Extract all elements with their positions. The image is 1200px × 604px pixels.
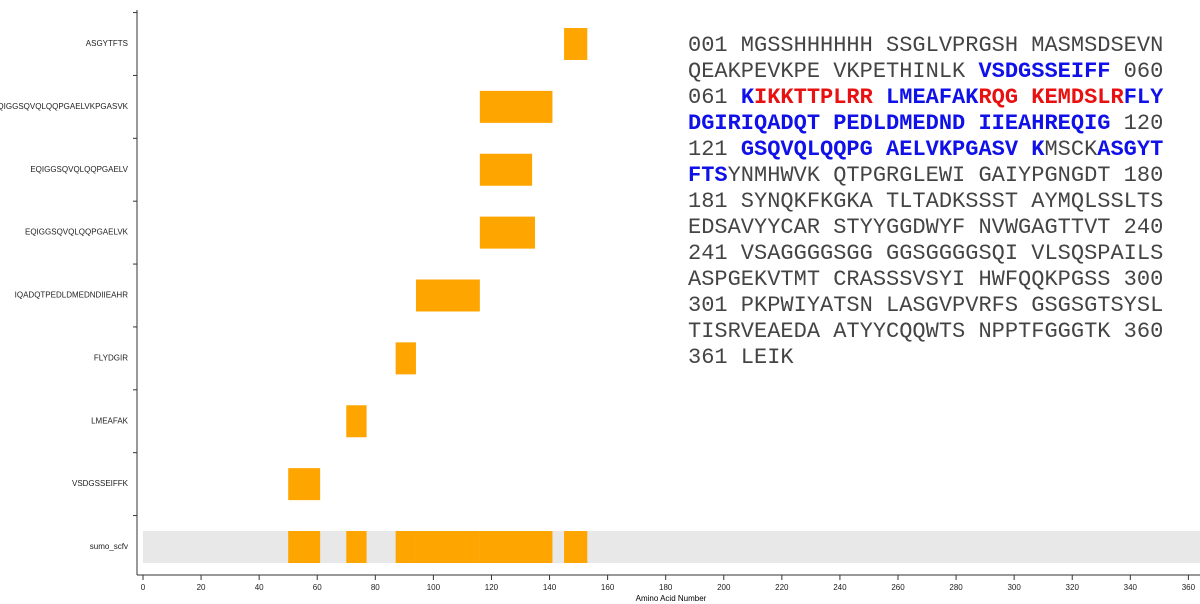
sequence-line: FTSYNMHWVK QTPGRGLEWI GAIYPGNGDT 180: [688, 163, 1163, 188]
x-tick-label: 340: [1124, 583, 1138, 592]
x-tick-label: 60: [313, 583, 322, 592]
sequence-segment: LMEAFAK: [873, 85, 979, 110]
x-tick-label: 260: [891, 583, 905, 592]
sequence-segment: RQG KEMDSLR: [978, 85, 1124, 110]
x-tick-label: 300: [1007, 583, 1021, 592]
sequence-segment: GSQVQLQQPG AELVKPGASV K: [741, 137, 1045, 162]
sequence-segment: 120: [1110, 111, 1163, 136]
x-tick-label: 180: [659, 583, 673, 592]
peptide-label: EQIGGSQVQLQQPGAELVK: [25, 228, 129, 237]
sequence-line: EDSAVYYCAR STYYGGDWYF NVWGAGTTVT 240: [688, 215, 1163, 240]
x-tick-label: 20: [197, 583, 206, 592]
x-tick-label: 280: [949, 583, 963, 592]
peptide-bar: [288, 468, 321, 501]
coverage-segment: [415, 531, 480, 563]
sequence-segment: ASPGEKVTMT CRASSSVSYI HWFQQKPGSS 300: [688, 267, 1163, 292]
peptide-label: EQIGGSQVQLQQPGAELV: [30, 165, 128, 174]
sequence-segment: IKKTTPLRR: [754, 85, 874, 110]
x-tick-label: 160: [601, 583, 615, 592]
sequence-segment: 301 PKPWIYATSN LASGVPVRFS GSGSGTSYSL: [688, 293, 1163, 318]
x-tick-label: 240: [833, 583, 847, 592]
peptide-label: EQIGGSQVQLQQPGAELVKPGASVK: [0, 102, 129, 111]
x-tick-label: 360: [1182, 583, 1196, 592]
sequence-line: 121 GSQVQLQQPG AELVKPGASV KMSCKASGYT: [688, 137, 1163, 162]
x-tick-label: 200: [717, 583, 731, 592]
sequence-segment: 181 SYNQKFKGKA TLTADKSSST AYMQLSSLTS: [688, 189, 1163, 214]
sequence-segment: FLY: [1124, 85, 1164, 110]
x-axis-label: Amino Acid Number: [636, 594, 707, 603]
x-tick-label: 220: [775, 583, 789, 592]
sequence-segment: 001 MGSSHHHHHH SSGLVPRGSH MASMSDSEVN: [688, 33, 1163, 58]
x-tick-label: 140: [543, 583, 557, 592]
x-tick-label: 40: [255, 583, 264, 592]
x-tick-label: 120: [485, 583, 499, 592]
sequence-segment: K: [741, 85, 755, 110]
protein-label: sumo_scfv: [90, 542, 128, 551]
x-tick-label: 0: [141, 583, 146, 592]
sequence-line: DGIRIQADQT PEDLDMEDND IIEAHREQIG 120: [688, 111, 1163, 136]
sequence-segment: MSCK: [1044, 137, 1098, 162]
coverage-segment: [564, 531, 588, 563]
peptide-label: VSDGSSEIFFK: [72, 479, 129, 488]
sequence-line: 301 PKPWIYATSN LASGVPVRFS GSGSGTSYSL: [688, 293, 1163, 318]
sequence-segment: QEAKPEVKPE VKPETHINLK: [688, 59, 978, 84]
sequence-line: QEAKPEVKPE VKPETHINLK VSDGSSEIFF 060: [688, 59, 1163, 84]
sequence-segment: 060: [1110, 59, 1163, 84]
x-tick-label: 80: [371, 583, 380, 592]
peptide-label: IQADQTPEDLDMEDNDIIEAHR: [15, 291, 129, 300]
peptide-bar: [479, 153, 533, 186]
coverage-segment: [395, 531, 416, 563]
sequence-segment: TISRVEAEDA ATYYCQQWTS NPPTFGGGTK 360: [688, 319, 1163, 344]
coverage-segment: [479, 531, 536, 563]
sequence-line: 361 LEIK: [688, 345, 794, 370]
sequence-segment: 061: [688, 85, 741, 110]
peptide-label: FLYDGIR: [94, 353, 128, 362]
x-tick-label: 320: [1066, 583, 1080, 592]
sequence-segment: YNMHWVK QTPGRGLEWI GAIYPGNGDT 180: [728, 163, 1164, 188]
sequence-line: 241 VSAGGGGSGG GGSGGGGSQI VLSQSPAILS: [688, 241, 1163, 266]
peptide-bar: [564, 28, 588, 60]
sequence-segment: FTS: [688, 163, 728, 188]
peptide-bar: [479, 216, 536, 249]
peptide-label: ASGYTFTS: [86, 39, 128, 48]
peptide-bar: [479, 90, 553, 123]
sequence-segment: EDSAVYYCAR STYYGGDWYF NVWGAGTTVT 240: [688, 215, 1163, 240]
sequence-segment: 241 VSAGGGGSGG GGSGGGGSQI VLSQSPAILS: [688, 241, 1163, 266]
peptide-label: LMEAFAK: [91, 416, 129, 425]
coverage-segment: [288, 531, 321, 563]
sequence-segment: VSDGSSEIFF: [978, 59, 1110, 84]
sequence-segment: DGIRIQADQT PEDLDMEDND IIEAHREQIG: [688, 111, 1110, 136]
sequence-segment: 121: [688, 137, 741, 162]
peptide-bar: [346, 405, 367, 438]
sequence-line: 181 SYNQKFKGKA TLTADKSSST AYMQLSSLTS: [688, 189, 1163, 214]
peptide-bar: [395, 342, 416, 375]
sequence-line: 001 MGSSHHHHHH SSGLVPRGSH MASMSDSEVN: [688, 33, 1163, 58]
sequence-line: 061 KIKKTTPLRR LMEAFAKRQG KEMDSLRFLY: [688, 85, 1164, 110]
sequence-segment: ASGYT: [1097, 137, 1163, 162]
sequence-line: TISRVEAEDA ATYYCQQWTS NPPTFGGGTK 360: [688, 319, 1163, 344]
peptide-bar: [415, 279, 480, 312]
coverage-segment: [346, 531, 367, 563]
sequence-segment: 361 LEIK: [688, 345, 794, 370]
sequence-line: ASPGEKVTMT CRASSSVSYI HWFQQKPGSS 300: [688, 267, 1163, 292]
x-tick-label: 100: [427, 583, 441, 592]
